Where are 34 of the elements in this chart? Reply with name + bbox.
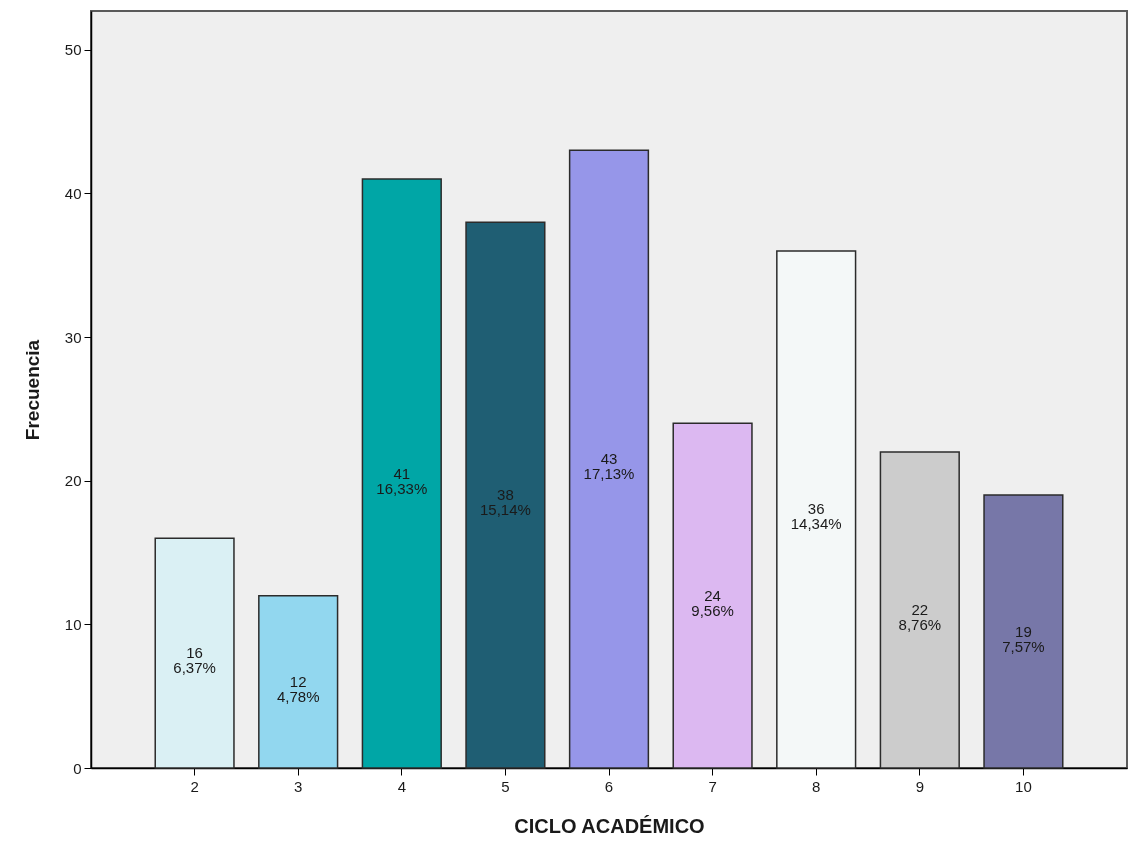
data-label: 36 14,34% xyxy=(790,500,842,533)
x-tick-label: 7 xyxy=(708,777,717,795)
y-tick-label: 30 xyxy=(64,328,82,346)
data-label: 38 15,14% xyxy=(479,486,531,519)
bar xyxy=(672,422,753,769)
y-tick-label: 20 xyxy=(64,472,82,490)
data-label: 19 7,57% xyxy=(1002,622,1045,655)
y-axis-title: Frecuencia xyxy=(21,339,43,441)
bar xyxy=(879,451,960,769)
x-tick-label: 10 xyxy=(1015,777,1032,795)
x-tick-label: 3 xyxy=(294,777,303,795)
bar xyxy=(983,494,1064,769)
data-label: 22 8,76% xyxy=(898,600,942,633)
bar xyxy=(258,594,339,769)
bar xyxy=(465,221,546,769)
x-tick-label: 8 xyxy=(812,777,821,795)
x-axis-title: CICLO ACADÉMICO xyxy=(514,814,705,837)
bar xyxy=(568,149,650,769)
y-tick-label: 0 xyxy=(73,759,82,777)
y-tick-label: 50 xyxy=(64,41,82,59)
data-label: 12 4,78% xyxy=(276,672,320,705)
x-tick-label: 5 xyxy=(501,777,510,795)
data-label: 16 6,37% xyxy=(173,644,216,677)
x-tick-label: 6 xyxy=(604,777,614,795)
data-label: 43 17,13% xyxy=(583,450,635,483)
x-tick-label: 9 xyxy=(915,777,924,795)
data-label: 41 16,33% xyxy=(376,464,428,497)
y-tick-label: 10 xyxy=(64,615,82,633)
bar xyxy=(154,537,235,769)
y-tick-label: 40 xyxy=(64,184,82,202)
data-label: 24 9,56% xyxy=(691,586,734,619)
x-tick-label: 2 xyxy=(190,777,199,795)
bar xyxy=(361,178,442,769)
x-tick-label: 4 xyxy=(397,777,406,795)
